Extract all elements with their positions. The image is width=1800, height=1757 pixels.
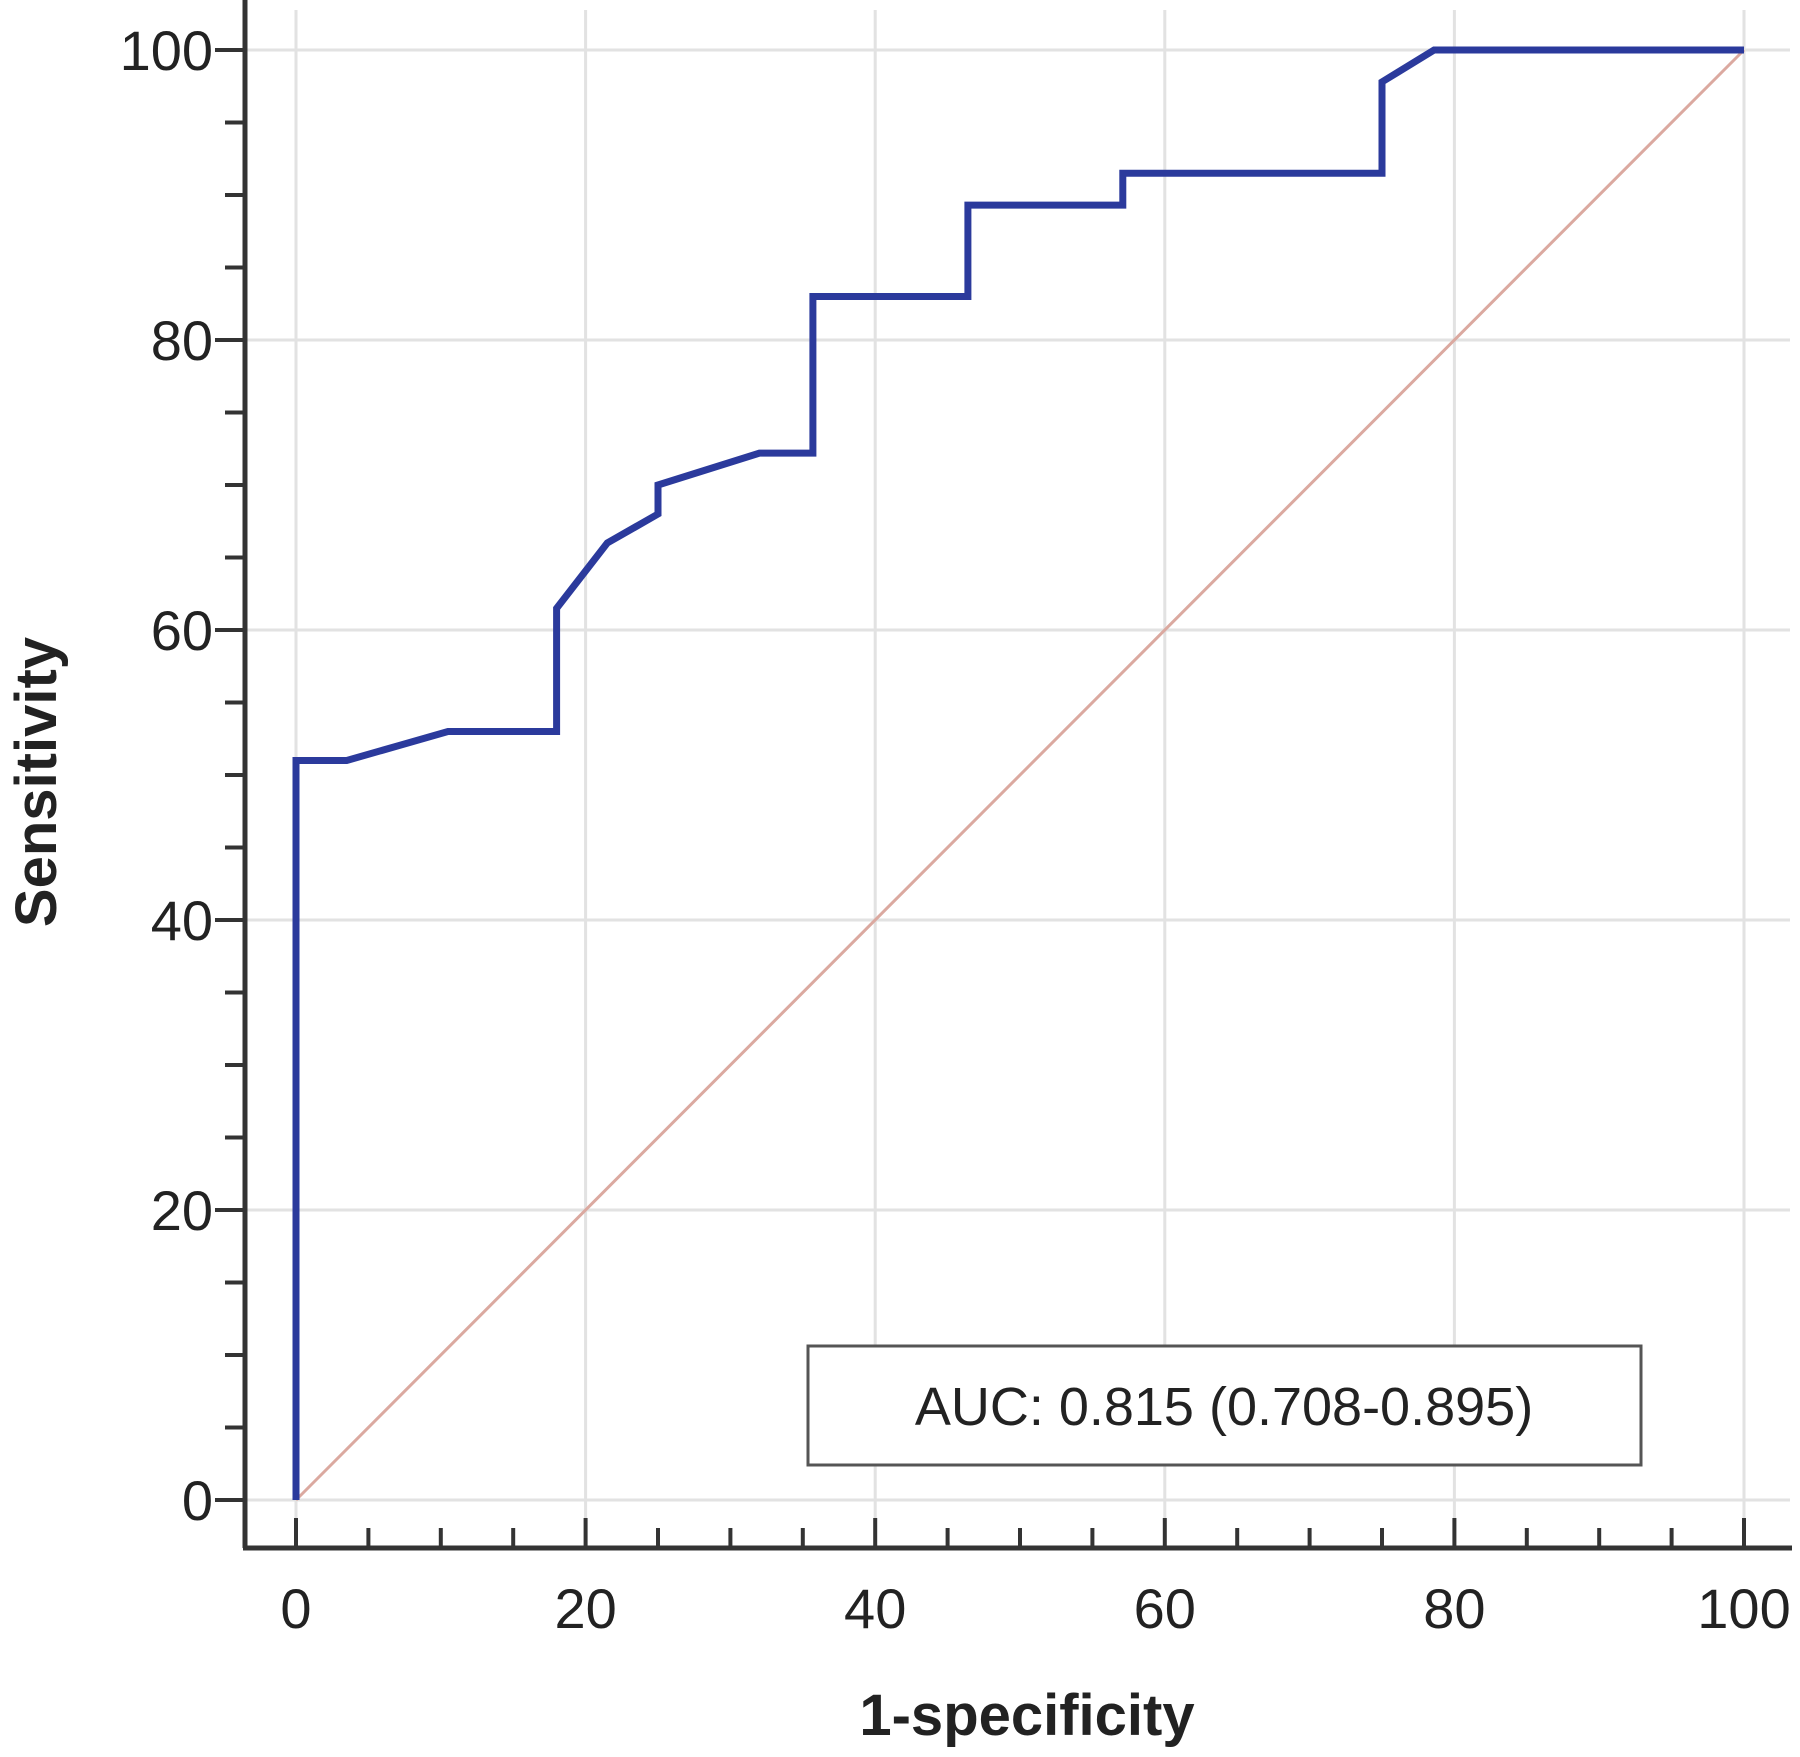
y-tick-label: 60 xyxy=(151,599,213,662)
y-tick-label: 80 xyxy=(151,309,213,372)
y-tick-label: 100 xyxy=(120,19,213,82)
roc-curve-line xyxy=(292,46,1744,1500)
auc-annotation-box xyxy=(806,1344,1643,1467)
series-layer xyxy=(292,46,1744,1500)
x-tick-label: 100 xyxy=(1697,1577,1790,1640)
y-tick-label: 40 xyxy=(151,889,213,952)
x-tick-label: 40 xyxy=(844,1577,906,1640)
y-tick-label: 0 xyxy=(182,1469,213,1532)
y-axis-title: Sensitivity xyxy=(4,637,69,927)
x-tick-label: 0 xyxy=(280,1577,311,1640)
y-tick-label: 20 xyxy=(151,1179,213,1242)
reference-diagonal-line xyxy=(294,48,1746,1502)
x-axis-title: 1-specificity xyxy=(859,1683,1194,1748)
auc-annotation: AUC: 0.815 (0.708-0.895) xyxy=(806,1344,1643,1467)
tick-labels: 0 20 40 60 80 100 0 20 40 60 80 100 xyxy=(120,19,1791,1640)
x-tick-label: 60 xyxy=(1134,1577,1196,1640)
x-tick-label: 20 xyxy=(554,1577,616,1640)
auc-annotation-text: AUC: 0.815 (0.708-0.895) xyxy=(915,1377,1533,1437)
x-tick-label: 80 xyxy=(1423,1577,1485,1640)
axes xyxy=(215,0,1792,1551)
reference-line-layer xyxy=(294,48,1746,1502)
grid xyxy=(245,10,1790,1548)
